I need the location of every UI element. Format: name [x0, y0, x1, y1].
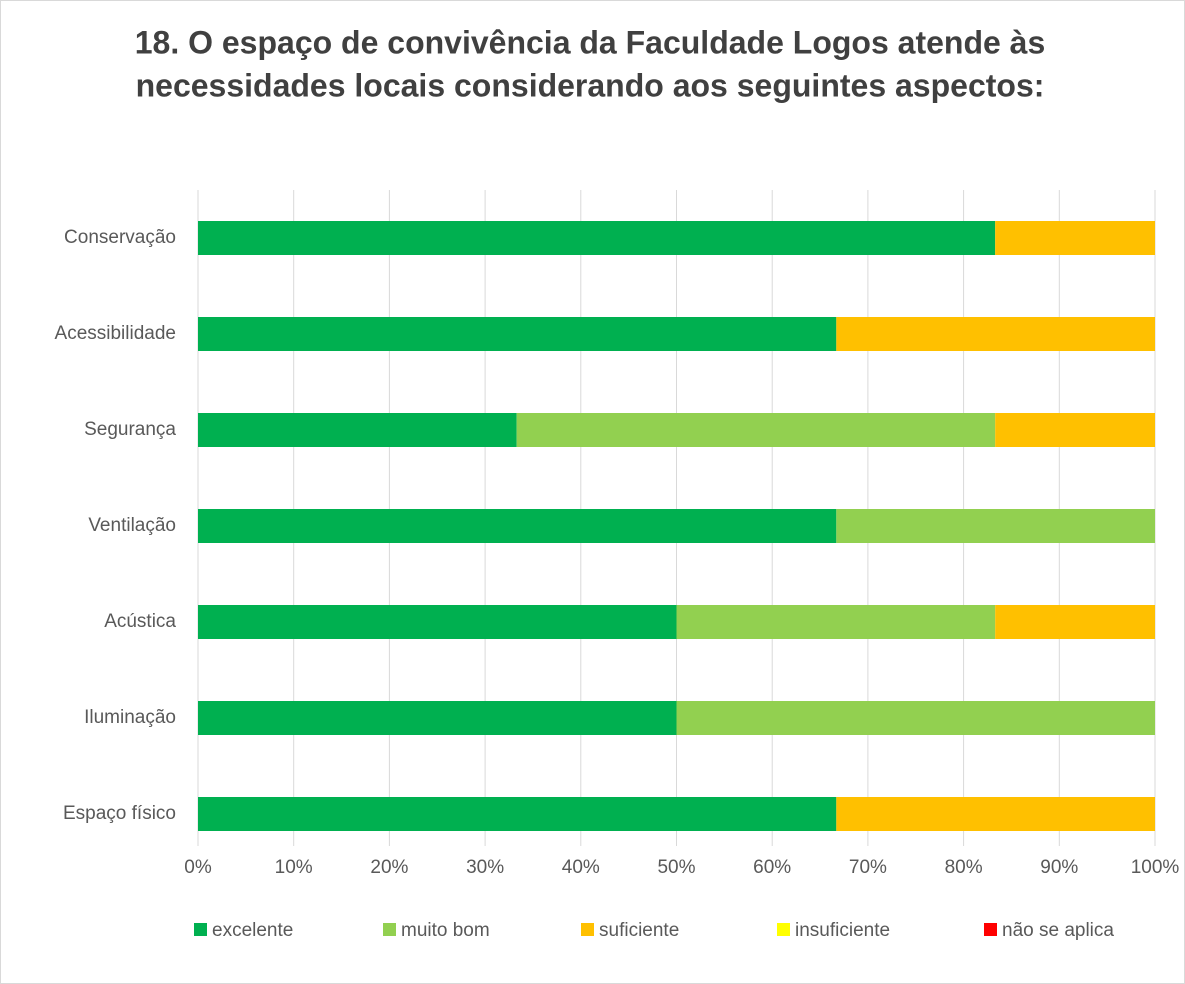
x-tick-label: 70%: [849, 857, 887, 878]
legend-label: insuficiente: [795, 920, 890, 941]
y-tick-label: Ventilação: [88, 515, 176, 536]
bar-segment: [836, 509, 1155, 543]
legend-label: não se aplica: [1002, 920, 1114, 941]
bar-segment: [198, 317, 837, 351]
legend-swatch: [194, 923, 207, 936]
y-tick-label: Acessibilidade: [55, 323, 176, 344]
legend-swatch: [984, 923, 997, 936]
legend-label: suficiente: [599, 920, 679, 941]
x-tick-label: 0%: [184, 857, 212, 878]
bar-segment: [995, 605, 1155, 639]
bar-segment: [516, 413, 996, 447]
bar-segment: [676, 605, 996, 639]
x-tick-label: 40%: [562, 857, 600, 878]
y-tick-label: Conservação: [64, 227, 176, 248]
bar-segment: [198, 413, 517, 447]
y-tick-label: Iluminação: [84, 707, 176, 728]
y-tick-label: Espaço físico: [63, 803, 176, 824]
x-tick-label: 90%: [1040, 857, 1078, 878]
x-tick-label: 50%: [657, 857, 695, 878]
bar-segment: [995, 221, 1155, 255]
bar-segment: [198, 509, 837, 543]
x-tick-label: 30%: [466, 857, 504, 878]
chart-title: necessidades locais considerando aos seg…: [136, 67, 1045, 103]
y-tick-label: Segurança: [84, 419, 176, 440]
x-tick-label: 20%: [370, 857, 408, 878]
bar-segment: [198, 221, 996, 255]
chart-title: 18. O espaço de convivência da Faculdade…: [135, 24, 1046, 60]
x-tick-label: 80%: [945, 857, 983, 878]
legend-label: muito bom: [401, 920, 490, 941]
bar-segment: [676, 701, 1155, 735]
x-tick-label: 10%: [275, 857, 313, 878]
y-tick-label: Acústica: [104, 611, 176, 632]
legend-swatch: [777, 923, 790, 936]
legend-label: excelente: [212, 920, 293, 941]
bar-segment: [198, 701, 677, 735]
bar-segment: [995, 413, 1155, 447]
bar-segment: [836, 797, 1155, 831]
x-tick-label: 60%: [753, 857, 791, 878]
legend-swatch: [383, 923, 396, 936]
x-tick-label: 100%: [1131, 857, 1180, 878]
legend-swatch: [581, 923, 594, 936]
bar-segment: [198, 605, 677, 639]
bar-segment: [836, 317, 1155, 351]
bar-segment: [198, 797, 837, 831]
